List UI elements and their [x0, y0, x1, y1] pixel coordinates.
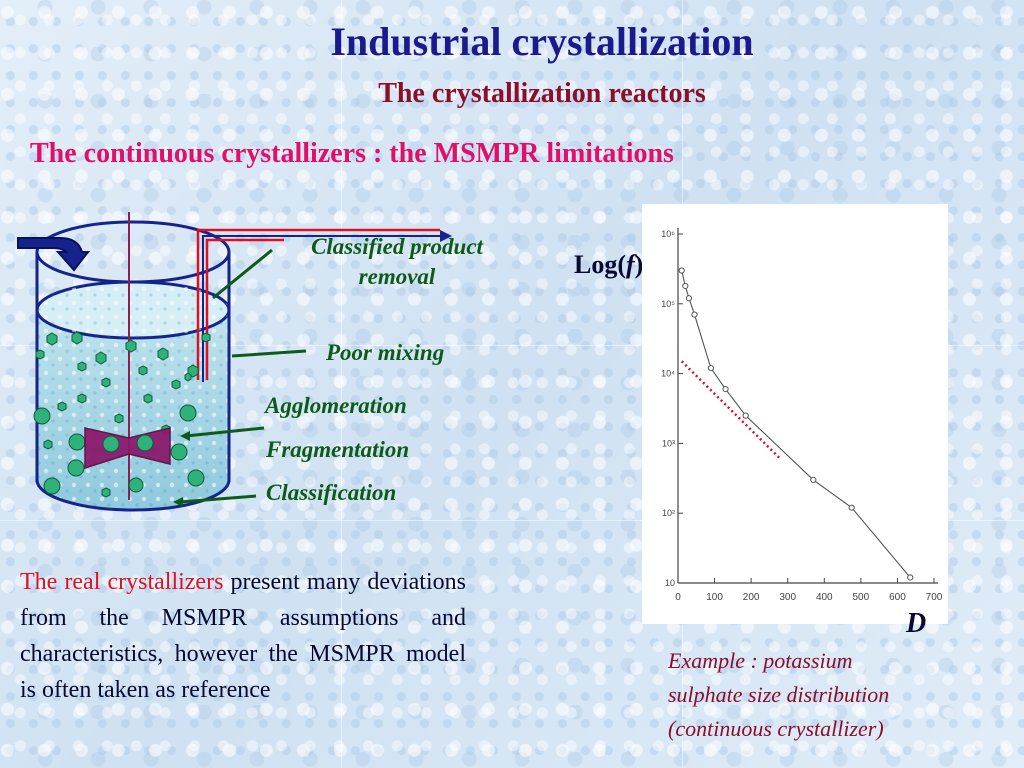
section-heading: The continuous crystallizers : the MSMPR… — [30, 138, 674, 169]
y-tick-label: 10⁴ — [661, 369, 675, 379]
caption-line: Example : potassium — [668, 648, 853, 673]
slide-title: Industrial crystallization — [330, 19, 754, 64]
pointer-poor-mixing — [231, 349, 307, 358]
y-tick-label: 10⁵ — [661, 299, 675, 309]
label-line: Classified product — [311, 234, 483, 259]
label-classified-product: Classified product removal — [282, 232, 512, 292]
x-tick-label: 200 — [743, 592, 760, 603]
crystallizer-diagram — [17, 212, 452, 512]
label-classification: Classification — [266, 480, 397, 505]
inlet-arrow-icon — [17, 237, 91, 272]
label-line: removal — [358, 264, 436, 289]
x-tick-label: 0 — [675, 592, 681, 603]
label-agglomeration: Agglomeration — [265, 393, 407, 418]
crystal-particles — [33, 331, 211, 498]
x-tick-label: 400 — [816, 592, 833, 603]
y-axis-var: f — [626, 250, 635, 279]
msmpr-reference-line — [680, 360, 782, 460]
pointer-classification — [179, 494, 257, 504]
label-poor-mixing: Poor mixing — [326, 340, 445, 365]
y-axis-pre: Log( — [574, 250, 626, 279]
y-tick-label: 10² — [662, 508, 675, 518]
slide-subtitle: The crystallization reactors — [378, 78, 706, 109]
label-fragmentation: Fragmentation — [266, 437, 410, 462]
pointer-agglomeration — [185, 426, 265, 438]
data-point — [691, 311, 698, 318]
x-tick-label: 700 — [926, 592, 943, 603]
data-point — [685, 295, 693, 302]
data-point — [722, 385, 729, 393]
x-tick-label: 300 — [779, 592, 796, 603]
y-tick-label: 10 — [665, 578, 675, 588]
y-axis-label: Log(f) — [574, 250, 643, 280]
distribution-curve — [681, 270, 911, 578]
data-point — [678, 267, 685, 274]
data-point — [810, 476, 817, 483]
data-point — [682, 282, 689, 290]
body-rest: present many deviations from the MSMPR a… — [20, 569, 466, 703]
y-tick-label: 10⁶ — [661, 229, 675, 239]
data-point — [907, 574, 914, 581]
body-highlight: The real crystallizers — [20, 569, 224, 595]
data-point — [848, 504, 855, 511]
outlet-pipe — [196, 228, 440, 380]
pointer-classified — [212, 248, 273, 300]
data-point — [707, 364, 715, 372]
x-tick-label: 600 — [889, 592, 906, 603]
y-tick-label: 10³ — [662, 438, 675, 448]
caption-line: (continuous crystallizer) — [668, 716, 884, 741]
data-point — [742, 412, 749, 419]
size-distribution-plot: 0 100 200 300 400 500 600 700 10 10² 10³ 10⁴ 10⁵ 10⁶ — [642, 204, 948, 624]
x-axis-label: D — [906, 608, 927, 639]
outlet-arrow-icon — [440, 230, 452, 242]
body-paragraph: The real crystallizers present many devi… — [20, 564, 466, 708]
y-axis-post: ) — [634, 250, 644, 279]
x-tick-label: 100 — [706, 592, 723, 603]
caption-line: sulphate size distribution — [668, 682, 890, 707]
x-tick-label: 500 — [853, 592, 870, 603]
figure-caption: Example : potassium sulphate size distri… — [668, 644, 1008, 746]
